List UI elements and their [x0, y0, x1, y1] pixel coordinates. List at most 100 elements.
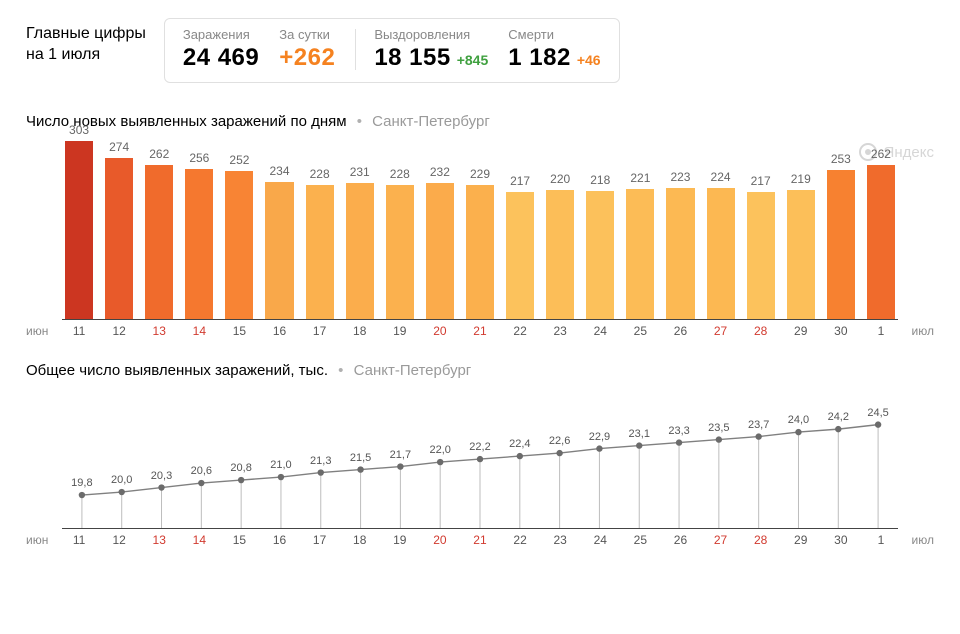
bar-fill — [747, 192, 775, 319]
stat-recoveries-delta: +845 — [457, 52, 489, 68]
line-point-label: 21,0 — [270, 459, 291, 471]
bar-value-label: 231 — [343, 165, 377, 179]
line-chart-title: Общее число выявленных заражений, тыс. — [26, 362, 328, 379]
axis-tick: 11 — [62, 533, 96, 547]
axis-tick: 14 — [182, 324, 216, 338]
stat-daily-label: За сутки — [279, 27, 335, 42]
line-point-label: 23,3 — [668, 425, 689, 437]
bar-fill — [426, 183, 454, 319]
bar-plot-area: 3032742622562522342282312282322292172202… — [62, 138, 898, 320]
bar-value-label: 234 — [262, 164, 296, 178]
bar-fill — [145, 165, 173, 319]
line-point-label: 21,5 — [350, 452, 371, 464]
axis-tick: 19 — [383, 533, 417, 547]
line-point-label: 23,1 — [629, 428, 650, 440]
stat-deaths-value: 1 182 — [508, 44, 571, 72]
axis-tick: 16 — [262, 324, 296, 338]
stat-recoveries: Выздоровления 18 155 +845 — [374, 27, 488, 72]
bar-fill — [185, 169, 213, 319]
bar-value-label: 262 — [142, 147, 176, 161]
bar-chart: 3032742622562522342282312282322292172202… — [26, 138, 934, 338]
axis-tick: 16 — [262, 533, 296, 547]
axis-tick: 25 — [623, 324, 657, 338]
line-axis-row: июн 111213141516171819202122232425262728… — [26, 531, 934, 547]
stat-infections-value: 24 469 — [183, 44, 259, 72]
axis-tick: 21 — [463, 533, 497, 547]
axis-tick: 18 — [343, 533, 377, 547]
bar-value-label: 253 — [824, 152, 858, 166]
axis-tick: 17 — [303, 533, 337, 547]
bar-value-label: 218 — [583, 173, 617, 187]
axis-tick: 13 — [142, 533, 176, 547]
line-point-label: 22,9 — [589, 431, 610, 443]
bar-value-label: 217 — [503, 174, 537, 188]
axis-tick: 20 — [423, 324, 457, 338]
axis-tick: 27 — [704, 324, 738, 338]
stat-daily: За сутки +262 — [279, 27, 335, 72]
bar-fill — [306, 185, 334, 319]
line-chart-title-row: Общее число выявленных заражений, тыс. •… — [26, 362, 934, 379]
stat-deaths: Смерти 1 182 +46 — [508, 27, 600, 72]
bar-value-label: 219 — [784, 172, 818, 186]
axis-tick: 13 — [142, 324, 176, 338]
bar-axis-month-left: июн — [26, 324, 48, 338]
axis-tick: 15 — [222, 324, 256, 338]
bar-fill — [265, 182, 293, 319]
axis-tick: 28 — [744, 324, 778, 338]
bar-fill — [707, 188, 735, 320]
stat-daily-value: +262 — [279, 44, 335, 72]
line-point-label: 21,7 — [390, 449, 411, 461]
axis-tick: 1 — [864, 533, 898, 547]
stat-recoveries-value: 18 155 — [374, 44, 450, 72]
axis-tick: 23 — [543, 324, 577, 338]
axis-tick: 23 — [543, 533, 577, 547]
line-point-label: 24,0 — [788, 414, 809, 426]
axis-tick: 29 — [784, 324, 818, 338]
bar-fill — [65, 141, 93, 319]
axis-tick: 15 — [222, 533, 256, 547]
bar-value-label: 217 — [744, 174, 778, 188]
line-point-label: 21,3 — [310, 455, 331, 467]
axis-tick: 25 — [623, 533, 657, 547]
axis-tick: 20 — [423, 533, 457, 547]
stats-separator — [355, 29, 356, 70]
title-line1: Главные цифры — [26, 24, 146, 45]
bar-fill — [105, 158, 133, 319]
axis-tick: 24 — [583, 533, 617, 547]
bar-value-label: 228 — [383, 167, 417, 181]
axis-tick: 22 — [503, 533, 537, 547]
bar-axis-row: июн 111213141516171819202122232425262728… — [26, 322, 934, 338]
line-axis-month-left: июн — [26, 533, 48, 547]
line-point-label: 20,3 — [151, 470, 172, 482]
bar-value-label: 303 — [62, 123, 96, 137]
axis-tick: 21 — [463, 324, 497, 338]
line-chart-section: Общее число выявленных заражений, тыс. •… — [26, 362, 934, 547]
stat-deaths-label: Смерти — [508, 27, 600, 42]
axis-tick: 26 — [663, 533, 697, 547]
bar-fill — [827, 170, 855, 319]
axis-tick: 14 — [182, 533, 216, 547]
line-point-label: 20,8 — [230, 462, 251, 474]
axis-tick: 12 — [102, 324, 136, 338]
bar-axis-month-right: июл — [912, 324, 934, 338]
line-svg — [62, 387, 898, 528]
axis-tick: 28 — [744, 533, 778, 547]
axis-tick: 19 — [383, 324, 417, 338]
bar-value-label: 228 — [303, 167, 337, 181]
line-chart-subtitle: Санкт-Петербург — [354, 362, 472, 379]
bar-fill — [386, 185, 414, 319]
bar-value-label: 274 — [102, 140, 136, 154]
bar-value-label: 262 — [864, 147, 898, 161]
bar-fill — [586, 191, 614, 319]
bar-value-label: 232 — [423, 165, 457, 179]
bar-value-label: 229 — [463, 167, 497, 181]
bar-chart-subtitle: Санкт-Петербург — [372, 113, 490, 130]
stat-recoveries-label: Выздоровления — [374, 27, 488, 42]
axis-tick: 27 — [704, 533, 738, 547]
bar-fill — [346, 183, 374, 319]
axis-tick: 11 — [62, 324, 96, 338]
line-point-label: 23,5 — [708, 422, 729, 434]
title-line2: на 1 июля — [26, 45, 146, 66]
bar-fill — [626, 189, 654, 319]
stat-infections: Заражения 24 469 — [183, 27, 259, 72]
